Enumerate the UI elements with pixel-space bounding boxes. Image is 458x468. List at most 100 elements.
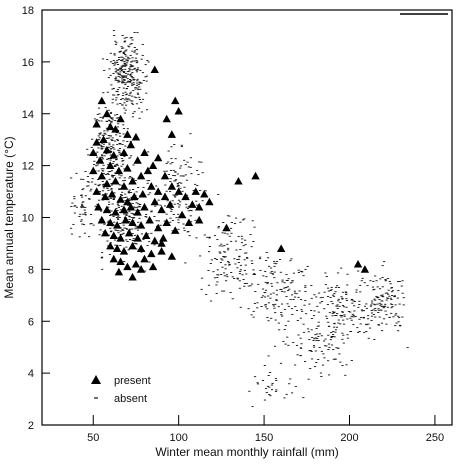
- present-point: [92, 138, 101, 146]
- present-point: [148, 161, 158, 169]
- x-tick-label: 200: [340, 432, 358, 444]
- present-point: [133, 208, 142, 216]
- present-point: [106, 241, 115, 250]
- present-point: [94, 202, 103, 211]
- present-point: [136, 171, 146, 180]
- present-point: [143, 166, 153, 175]
- present-point: [191, 187, 200, 195]
- present-point: [116, 234, 125, 242]
- present-point: [234, 176, 243, 185]
- present-point: [116, 114, 125, 123]
- present-point: [109, 254, 118, 263]
- present-point: [97, 171, 106, 180]
- present-point: [109, 151, 118, 159]
- present-point: [184, 218, 194, 227]
- present-point: [111, 208, 120, 216]
- present-point: [133, 156, 142, 164]
- present-point: [142, 231, 151, 240]
- y-axis-ticks: 2 4 6 8 10 12 14 16 18: [22, 5, 50, 432]
- y-tick-label: 4: [28, 368, 34, 380]
- y-tick-label: 8: [28, 264, 34, 276]
- present-point: [116, 195, 125, 203]
- legend-absent-label: absent: [114, 393, 147, 405]
- present-point: [138, 189, 147, 198]
- present-point: [150, 65, 159, 74]
- present-point: [162, 114, 171, 123]
- present-point: [109, 231, 118, 240]
- present-point: [123, 197, 132, 206]
- present-point: [123, 130, 132, 138]
- present-point: [112, 244, 122, 252]
- present-point: [165, 200, 175, 208]
- present-point: [126, 140, 136, 149]
- present-point: [162, 218, 171, 227]
- present-point: [140, 202, 149, 211]
- present-point: [167, 130, 177, 138]
- present-point: [102, 205, 112, 214]
- present-point: [112, 221, 122, 229]
- present-point: [200, 189, 209, 198]
- present-point: [133, 234, 142, 242]
- plot-border: [41, 9, 453, 426]
- present-point: [114, 267, 124, 276]
- y-axis-title: Mean annual temperature (°C): [2, 136, 16, 298]
- present-point: [174, 187, 183, 195]
- present-point: [131, 259, 141, 268]
- x-tick-label: 50: [87, 432, 99, 444]
- present-point: [97, 96, 106, 105]
- present-point: [171, 96, 180, 105]
- present-point: [276, 244, 286, 252]
- present-point: [157, 247, 166, 255]
- present-point: [128, 272, 137, 281]
- present-point: [148, 262, 158, 271]
- present-point: [101, 228, 110, 237]
- present-point: [140, 148, 149, 157]
- present-point: [171, 226, 180, 234]
- present-point: [136, 221, 146, 229]
- present-point: [251, 171, 260, 180]
- present-point: [177, 210, 187, 219]
- present-point: [119, 182, 129, 190]
- present-point: [114, 166, 124, 175]
- present-point: [157, 205, 166, 214]
- absent-series: [69, 30, 409, 408]
- present-point: [353, 259, 363, 268]
- present-point: [111, 176, 120, 185]
- present-point: [123, 164, 132, 172]
- present-point: [130, 192, 139, 201]
- present-point: [205, 197, 214, 206]
- y-tick-label: 6: [28, 316, 34, 328]
- present-point: [102, 109, 112, 118]
- present-point: [167, 252, 177, 260]
- present-point: [124, 228, 134, 237]
- present-series: [89, 65, 370, 281]
- present-point: [222, 223, 231, 232]
- present-point: [181, 192, 190, 201]
- present-point: [145, 215, 154, 224]
- present-point: [194, 202, 204, 211]
- present-point: [159, 234, 168, 242]
- legend-present-label: present: [114, 375, 151, 387]
- present-point: [153, 223, 163, 232]
- present-point: [123, 262, 132, 271]
- present-point: [106, 161, 115, 169]
- x-tick-label: 250: [426, 432, 444, 444]
- present-point: [167, 182, 177, 190]
- present-point: [102, 179, 112, 188]
- present-point: [131, 132, 141, 141]
- x-axis-ticks: 50 100 150 200 250: [87, 415, 444, 444]
- legend-present-marker: [91, 375, 101, 384]
- present-point: [360, 265, 370, 273]
- present-point: [194, 215, 204, 224]
- y-tick-label: 2: [28, 420, 34, 432]
- present-point: [157, 239, 166, 247]
- present-point: [116, 257, 125, 265]
- present-point: [92, 187, 101, 195]
- x-tick-label: 150: [255, 432, 273, 444]
- present-point: [101, 192, 110, 201]
- plot-frame: [41, 9, 453, 426]
- legend: present absent: [91, 375, 151, 405]
- present-point: [174, 106, 183, 115]
- present-point: [99, 135, 108, 144]
